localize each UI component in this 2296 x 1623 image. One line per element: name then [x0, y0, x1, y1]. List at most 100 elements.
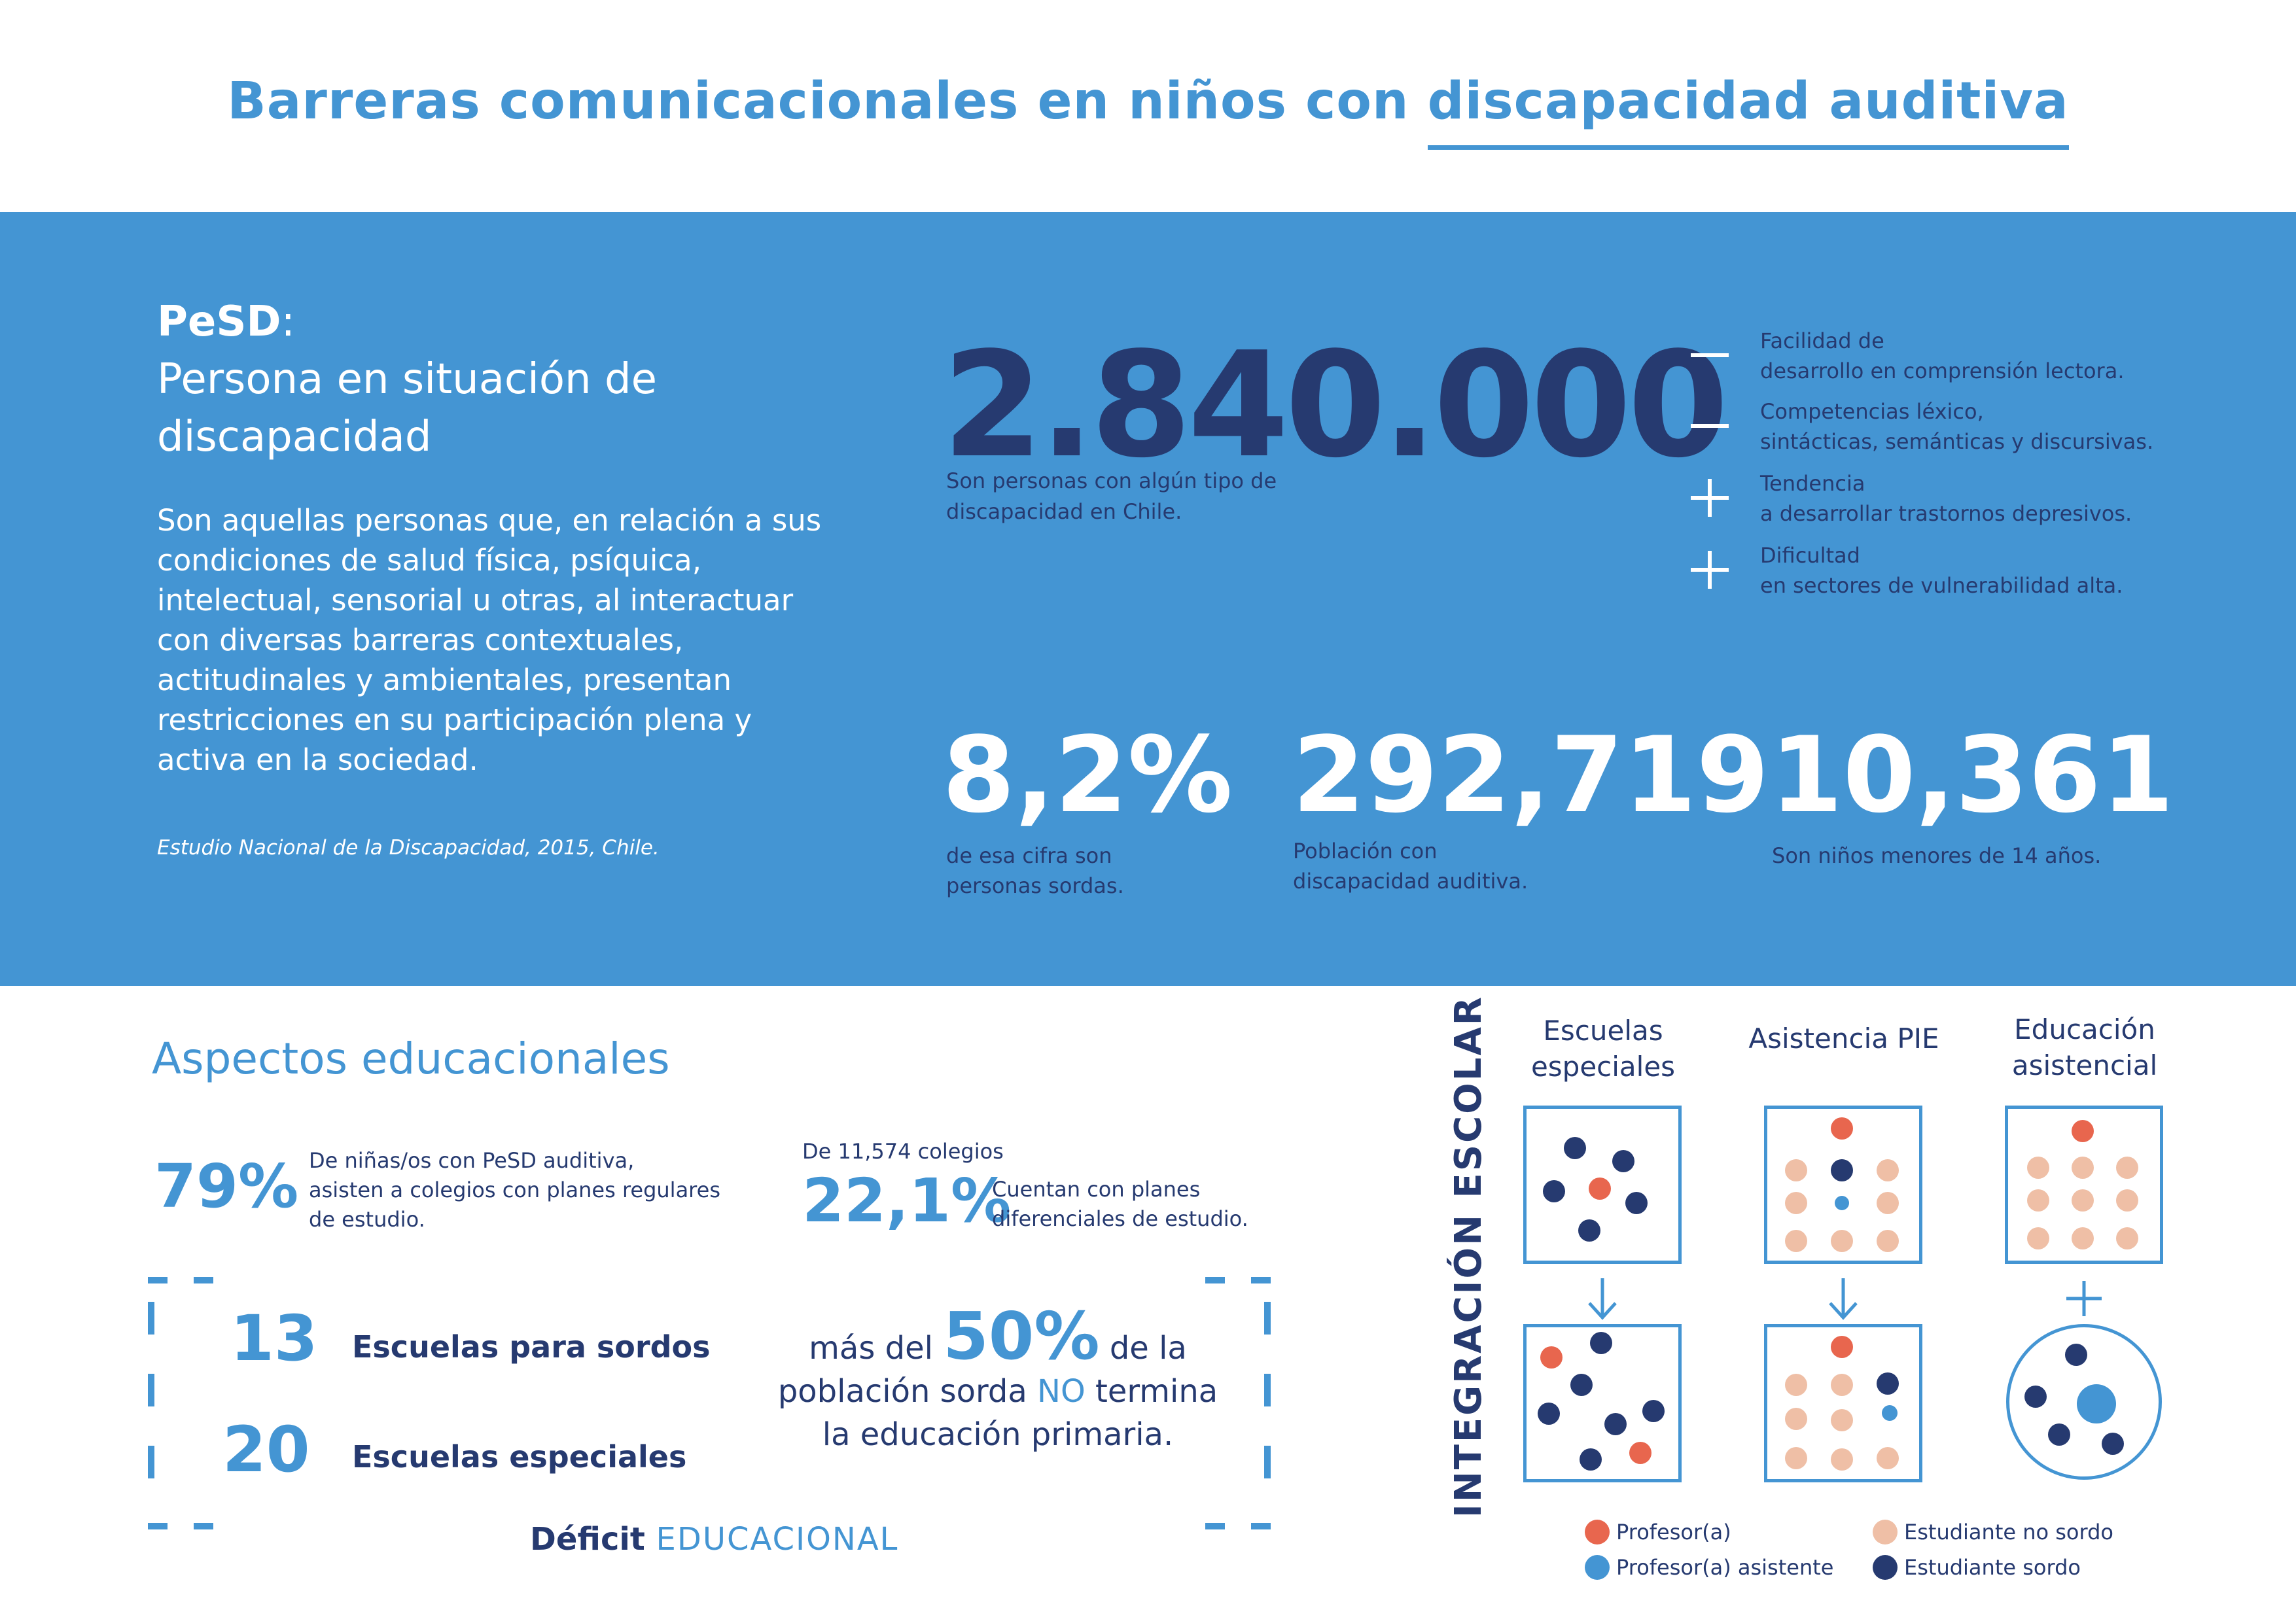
box-assist-before	[2005, 1106, 2163, 1264]
title-part1: Barreras comunicacionales en niños con	[227, 72, 1428, 131]
stat-children: 10,361	[1770, 714, 2174, 836]
dot-estudiante-sordo	[1625, 1192, 1648, 1214]
col-head-special-l1: Escuelas	[1543, 1015, 1663, 1047]
box-pie-before	[1764, 1106, 1922, 1264]
dot-profesor	[1629, 1442, 1651, 1464]
legend-dot-asistente	[1585, 1555, 1610, 1580]
plus-icon	[1688, 476, 1731, 519]
dot-estudiante-sordo	[2048, 1423, 2070, 1446]
deficit-b: EDUCACIONAL	[656, 1521, 899, 1558]
factor-1-l1: Facilidad de	[1760, 328, 1884, 353]
dot-estudiante-no-sordo	[2072, 1189, 2094, 1212]
pesd-source: Estudio Nacional de la Discapacidad, 201…	[157, 836, 660, 860]
dot-profesor	[2072, 1120, 2094, 1142]
fifty-e: la educación primaria.	[822, 1416, 1174, 1453]
pesd-line2: discapacidad	[157, 413, 432, 461]
legend-dot-profesor	[1585, 1520, 1610, 1544]
pesd-heading: PeSD: Persona en situación de discapacid…	[157, 293, 657, 466]
circle-assist-after	[2006, 1324, 2162, 1480]
fifty-d: termina	[1085, 1373, 1218, 1410]
dot-estudiante-no-sordo	[2027, 1157, 2049, 1179]
dot-profesor	[1831, 1117, 1853, 1140]
pct-22-pre: De 11,574 colegios	[802, 1139, 1004, 1164]
stat-deaf-caption-l1: de esa cifra son	[946, 843, 1112, 868]
schools-special-count: 20	[222, 1413, 310, 1486]
dot-estudiante-sordo	[1642, 1400, 1665, 1422]
minus-icon	[1688, 404, 1731, 447]
box-pie-after	[1764, 1324, 1922, 1482]
dot-profesor-asistente	[2077, 1384, 2116, 1423]
factor-4-l1: Dificultad	[1760, 543, 1860, 568]
dot-profesor	[1831, 1336, 1853, 1358]
pesd-abbr: PeSD	[157, 298, 281, 346]
pct-22: 22,1%	[802, 1166, 1012, 1236]
legend-label-profesor: Profesor(a)	[1616, 1520, 1731, 1544]
dot-estudiante-no-sordo	[1785, 1408, 1807, 1430]
col-head-assist-l2: asistencial	[2011, 1049, 2158, 1081]
dot-estudiante-no-sordo	[2027, 1227, 2049, 1249]
dot-estudiante-no-sordo	[1831, 1374, 1853, 1396]
plus-icon	[2066, 1281, 2102, 1316]
dot-estudiante-sordo	[1578, 1219, 1600, 1242]
deficit-label: Déficit EDUCACIONAL	[530, 1521, 898, 1558]
pct-79-caption: De niñas/os con PeSD auditiva, asisten a…	[309, 1146, 720, 1234]
schools-deaf-count: 13	[230, 1302, 318, 1375]
dot-profesor-asistente	[1882, 1405, 1898, 1421]
stat-deaf-caption: de esa cifra son personas sordas.	[946, 841, 1124, 901]
dot-estudiante-sordo	[2024, 1386, 2047, 1408]
fifty-num: 50%	[943, 1298, 1100, 1374]
col-head-assist-l1: Educación	[2014, 1013, 2155, 1045]
fifty-a: más del	[809, 1330, 944, 1367]
legend-dot-no-sordo	[1873, 1520, 1898, 1544]
col-head-pie-l1: Asistencia PIE	[1748, 1022, 1939, 1055]
dot-estudiante-no-sordo	[1785, 1159, 1807, 1181]
factor-2: Competencias léxico, sintácticas, semánti…	[1688, 399, 2212, 476]
stat-hearing-caption-l1: Población con	[1293, 839, 1438, 864]
dot-profesor	[1589, 1178, 1611, 1200]
total-caption-l2: discapacidad en Chile.	[946, 499, 1182, 524]
dot-estudiante-no-sordo	[1831, 1448, 1853, 1471]
stat-children-caption: Son niños menores de 14 años.	[1772, 841, 2101, 871]
fifty-c: población sorda	[777, 1373, 1038, 1410]
dot-estudiante-no-sordo	[1877, 1447, 1899, 1469]
total-count: 2.840.000	[942, 321, 1729, 490]
col-head-assist: Educación asistencial	[1973, 1011, 2196, 1083]
pct-79-l2: asisten a colegios con planes regulares	[309, 1178, 720, 1202]
factor-1-l2: desarrollo en comprensión lectora.	[1760, 358, 2125, 383]
factor-4: Dificultad en sectores de vulnerabilidad …	[1688, 543, 2212, 620]
pct-22-l2: diferenciales de estudio.	[992, 1206, 1248, 1231]
stat-hearing-population: 292,719	[1292, 714, 1769, 836]
dot-estudiante-no-sordo	[1785, 1374, 1807, 1396]
dot-estudiante-no-sordo	[1877, 1159, 1899, 1181]
factor-2-l1: Competencias léxico,	[1760, 399, 1984, 424]
box-special-after	[1523, 1324, 1682, 1482]
dot-estudiante-no-sordo	[2116, 1157, 2138, 1179]
pesd-definition: Son aquellas personas que, en relación a…	[157, 503, 822, 777]
education-title: Aspectos educacionales	[152, 1034, 670, 1084]
box-special-before	[1523, 1106, 1682, 1264]
col-head-special: Escuelas especiales	[1492, 1013, 1714, 1085]
dot-estudiante-sordo	[1580, 1448, 1602, 1471]
dot-estudiante-sordo	[1590, 1332, 1612, 1354]
plus-icon	[1688, 548, 1731, 591]
dot-estudiante-sordo	[1543, 1180, 1565, 1202]
dot-estudiante-no-sordo	[2072, 1227, 2094, 1249]
stat-hearing-caption-l2: discapacidad auditiva.	[1293, 869, 1528, 894]
col-head-pie: Asistencia PIE	[1733, 1021, 1955, 1056]
dot-estudiante-sordo	[1831, 1159, 1853, 1181]
schools-deaf-label: Escuelas para sordos	[352, 1329, 711, 1365]
pct-79-l3: de estudio.	[309, 1207, 425, 1232]
dot-estudiante-sordo	[1604, 1413, 1627, 1435]
dot-estudiante-no-sordo	[2116, 1189, 2138, 1212]
pct-22-caption: Cuentan con planes diferenciales de estu…	[992, 1175, 1248, 1234]
dot-estudiante-sordo	[2102, 1433, 2124, 1455]
dot-estudiante-sordo	[1612, 1150, 1634, 1172]
factor-2-l2: sintácticas, semánticas y discursivas.	[1760, 429, 2154, 454]
dot-estudiante-no-sordo	[1785, 1230, 1807, 1252]
legend-label-sordo: Estudiante sordo	[1904, 1555, 2081, 1580]
factor-4-l2: en sectores de vulnerabilidad alta.	[1760, 573, 2123, 598]
legend-label-no-sordo: Estudiante no sordo	[1904, 1520, 2113, 1544]
pesd-line1: Persona en situación de	[157, 355, 657, 404]
integration-label: INTEGRACIÓN ESCOLAR	[1447, 995, 1490, 1518]
legend-dot-sordo	[1873, 1555, 1898, 1580]
